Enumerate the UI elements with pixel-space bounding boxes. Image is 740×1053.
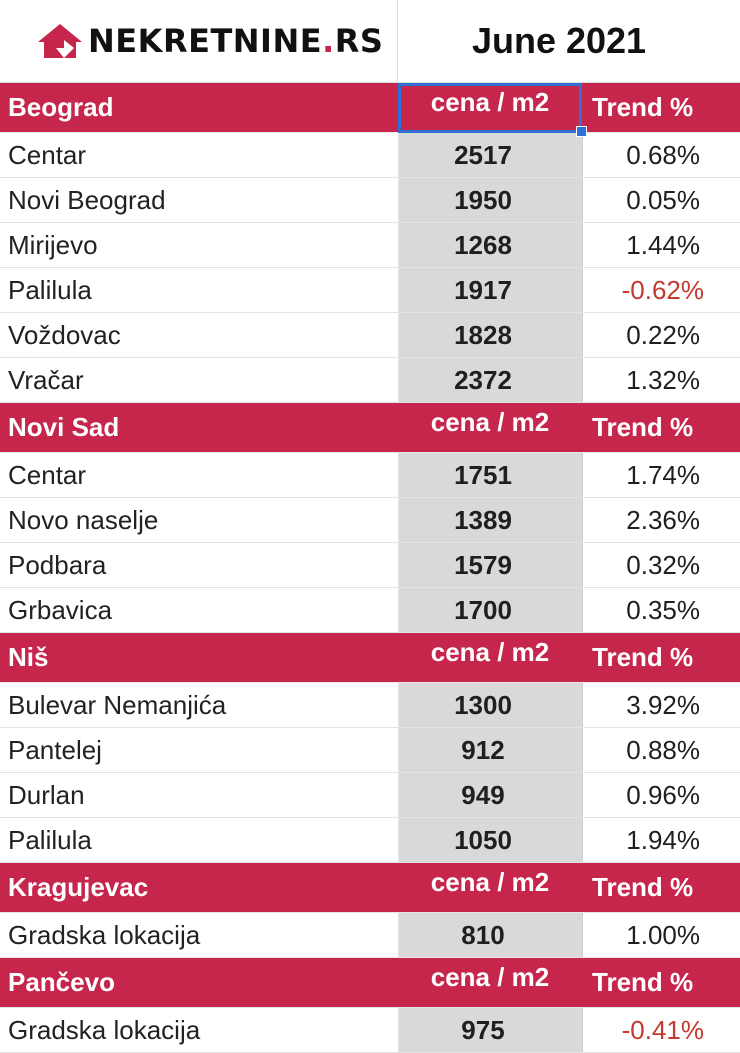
trend-cell[interactable]: 1.00%	[582, 912, 740, 958]
price-cell[interactable]: 949	[398, 772, 583, 818]
price-column-header-cell[interactable]: cena / m2	[398, 862, 582, 913]
location-cell[interactable]: Durlan	[0, 772, 399, 818]
location-cell[interactable]: Centar	[0, 132, 399, 178]
price-table-body: Beograd cena / m2 Trend % Centar 2517 0.68% No…	[0, 83, 740, 1053]
trend-cell[interactable]: -0.41%	[582, 1007, 740, 1053]
price-cell[interactable]: 1950	[398, 177, 583, 223]
region-name-cell[interactable]: Kragujevac	[0, 862, 398, 913]
trend-column-header-cell[interactable]: Trend %	[582, 862, 740, 913]
location-cell[interactable]: Gradska lokacija	[0, 912, 399, 958]
table-row: Centar 1751 1.74%	[0, 452, 740, 498]
header-row: NEKRETNINE.RS June 2021	[0, 0, 740, 83]
table-row: Gradska lokacija 975 -0.41%	[0, 1007, 740, 1053]
trend-column-header-cell[interactable]: Trend %	[582, 83, 740, 133]
price-cell[interactable]: 1828	[398, 312, 583, 358]
region-header-row: Niš cena / m2 Trend %	[0, 632, 740, 683]
location-cell[interactable]: Novi Beograd	[0, 177, 399, 223]
price-cell[interactable]: 2372	[398, 357, 583, 403]
region-header-row: Beograd cena / m2 Trend %	[0, 83, 740, 137]
trend-cell[interactable]: 1.44%	[582, 222, 740, 268]
trend-cell[interactable]: 0.68%	[582, 132, 740, 178]
logo-wordmark: NEKRETNINE.RS	[88, 22, 383, 60]
region-header-row: Novi Sad cena / m2 Trend %	[0, 402, 740, 453]
price-column-header-cell[interactable]: cena / m2	[398, 83, 587, 137]
location-cell[interactable]: Podbara	[0, 542, 399, 588]
price-cell[interactable]: 1300	[398, 682, 583, 728]
location-cell[interactable]: Mirijevo	[0, 222, 399, 268]
location-cell[interactable]: Voždovac	[0, 312, 399, 358]
price-cell[interactable]: 1917	[398, 267, 583, 313]
price-table: Beograd cena / m2 Trend % Centar 2517 0.68% No…	[0, 83, 740, 1053]
house-logo-icon	[38, 24, 82, 58]
price-cell[interactable]: 912	[398, 727, 583, 773]
trend-cell[interactable]: 0.05%	[582, 177, 740, 223]
region-name-cell[interactable]: Niš	[0, 632, 398, 683]
trend-column-header-cell[interactable]: Trend %	[582, 957, 740, 1008]
price-cell[interactable]: 1700	[398, 587, 583, 633]
trend-cell[interactable]: 0.32%	[582, 542, 740, 588]
trend-cell[interactable]: 0.96%	[582, 772, 740, 818]
location-cell[interactable]: Palilula	[0, 817, 399, 863]
price-cell[interactable]: 1579	[398, 542, 583, 588]
trend-cell[interactable]: 1.74%	[582, 452, 740, 498]
table-row: Novo naselje 1389 2.36%	[0, 497, 740, 543]
location-cell[interactable]: Novo naselje	[0, 497, 399, 543]
page-title[interactable]: June 2021	[471, 20, 647, 61]
region-header-row: Pančevo cena / m2 Trend %	[0, 957, 740, 1008]
logo-cell[interactable]: NEKRETNINE.RS	[0, 0, 398, 82]
logo-text: NEKRETNINE	[88, 22, 323, 60]
region-name-cell[interactable]: Novi Sad	[0, 402, 398, 453]
location-cell[interactable]: Centar	[0, 452, 399, 498]
table-row: Gradska lokacija 810 1.00%	[0, 912, 740, 958]
location-cell[interactable]: Grbavica	[0, 587, 399, 633]
logo-suffix: RS	[334, 22, 384, 60]
location-cell[interactable]: Bulevar Nemanjića	[0, 682, 399, 728]
trend-cell[interactable]: 0.88%	[582, 727, 740, 773]
selection-fill-handle[interactable]	[576, 126, 587, 137]
table-row: Vračar 2372 1.32%	[0, 357, 740, 403]
trend-cell[interactable]: 0.35%	[582, 587, 740, 633]
region-name-cell[interactable]: Pančevo	[0, 957, 398, 1008]
table-row: Novi Beograd 1950 0.05%	[0, 177, 740, 223]
trend-column-header-cell[interactable]: Trend %	[582, 632, 740, 683]
trend-cell[interactable]: 3.92%	[582, 682, 740, 728]
region-name-cell[interactable]: Beograd	[0, 83, 398, 133]
table-row: Palilula 1917 -0.62%	[0, 267, 740, 313]
table-row: Durlan 949 0.96%	[0, 772, 740, 818]
table-row: Centar 2517 0.68%	[0, 132, 740, 178]
price-cell[interactable]: 1751	[398, 452, 583, 498]
price-column-header-cell[interactable]: cena / m2	[398, 402, 582, 453]
logo-dot: .	[322, 22, 335, 60]
trend-cell[interactable]: 2.36%	[582, 497, 740, 543]
table-row: Bulevar Nemanjića 1300 3.92%	[0, 682, 740, 728]
price-cell[interactable]: 1389	[398, 497, 583, 543]
price-cell[interactable]: 975	[398, 1007, 583, 1053]
price-cell[interactable]: 1268	[398, 222, 583, 268]
price-cell[interactable]: 1050	[398, 817, 583, 863]
table-row: Grbavica 1700 0.35%	[0, 587, 740, 633]
price-cell[interactable]: 810	[398, 912, 583, 958]
location-cell[interactable]: Palilula	[0, 267, 399, 313]
trend-column-header-cell[interactable]: Trend %	[582, 402, 740, 453]
table-row: Pantelej 912 0.88%	[0, 727, 740, 773]
table-row: Mirijevo 1268 1.44%	[0, 222, 740, 268]
trend-cell[interactable]: 1.94%	[582, 817, 740, 863]
price-column-header-cell[interactable]: cena / m2	[398, 632, 582, 683]
trend-cell[interactable]: 1.32%	[582, 357, 740, 403]
table-row: Palilula 1050 1.94%	[0, 817, 740, 863]
location-cell[interactable]: Vračar	[0, 357, 399, 403]
table-row: Voždovac 1828 0.22%	[0, 312, 740, 358]
trend-cell[interactable]: -0.62%	[582, 267, 740, 313]
price-cell[interactable]: 2517	[398, 132, 583, 178]
location-cell[interactable]: Pantelej	[0, 727, 399, 773]
price-column-header-cell[interactable]: cena / m2	[398, 957, 582, 1008]
table-row: Podbara 1579 0.32%	[0, 542, 740, 588]
region-header-row: Kragujevac cena / m2 Trend %	[0, 862, 740, 913]
location-cell[interactable]: Gradska lokacija	[0, 1007, 399, 1053]
trend-cell[interactable]: 0.22%	[582, 312, 740, 358]
